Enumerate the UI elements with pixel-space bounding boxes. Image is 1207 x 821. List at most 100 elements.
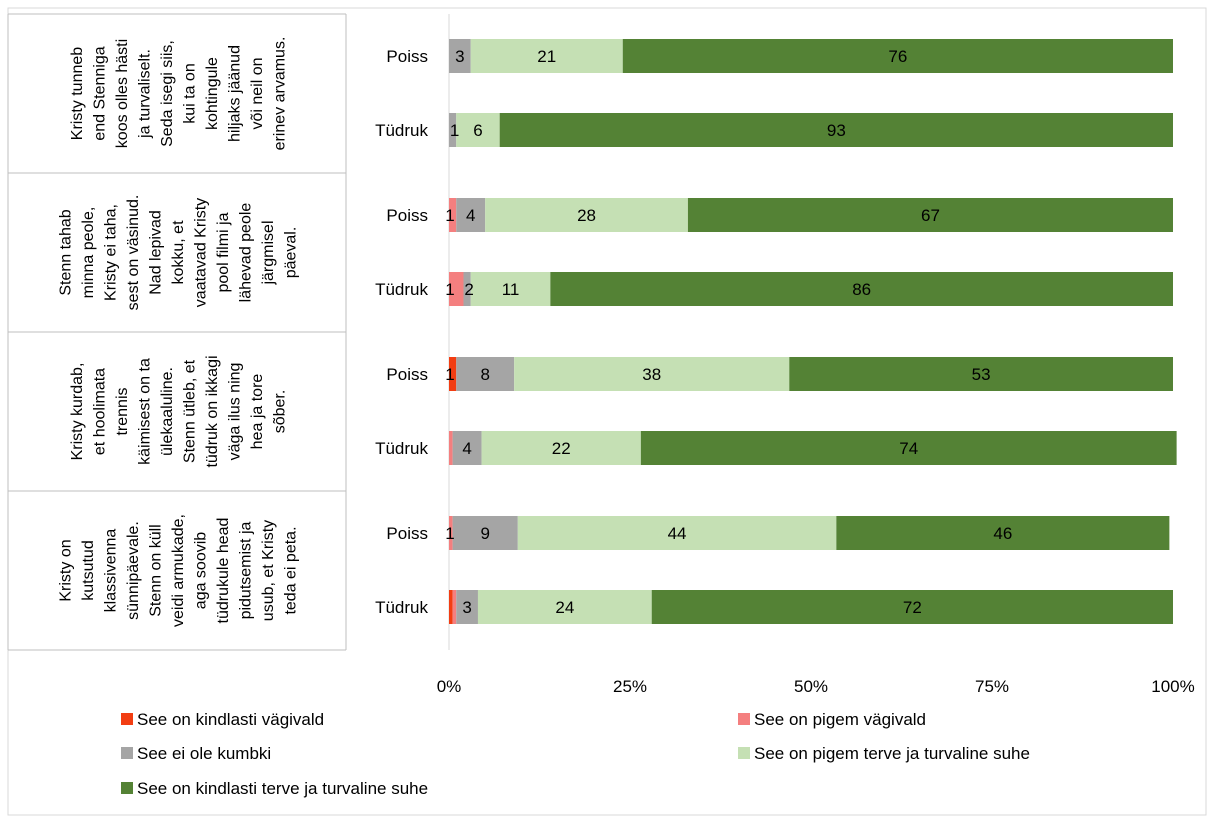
bar-segment (836, 516, 1170, 550)
group-label-line: aga soovib (193, 532, 210, 609)
group-label-line: kui ta on (181, 63, 198, 123)
bar-segment (651, 590, 1173, 624)
bar-segment (452, 590, 457, 624)
group-label-line: et hoolimata (91, 368, 108, 455)
group-label-line: koos olles hästi (114, 39, 131, 148)
legend-label: See on pigem vägivald (754, 710, 926, 729)
group-label-line: sünnipäevale. (125, 521, 142, 620)
group-label-line: päeval. (283, 227, 300, 279)
group-label-line: Stenn ütleb, et (181, 359, 198, 463)
row-label: Poiss (386, 206, 428, 225)
group-label-line: kutsutud (80, 540, 97, 600)
legend-swatch (738, 747, 750, 759)
row-label: Tüdruk (375, 598, 428, 617)
legend-label: See on kindlasti vägivald (137, 710, 324, 729)
bar-segment (687, 198, 1173, 232)
data-label: 21 (537, 47, 556, 66)
group-label-line: tüdrukule head (215, 518, 232, 624)
group-label-line: käimisest on ta (136, 358, 153, 465)
data-label: 9 (480, 524, 489, 543)
bar-segment (449, 39, 471, 73)
data-label: 44 (668, 524, 687, 543)
data-label: 8 (480, 365, 489, 384)
bar-segment (449, 113, 457, 147)
bar-segment (456, 198, 486, 232)
data-label: 76 (888, 47, 907, 66)
bar-segment (449, 516, 453, 550)
legend-swatch (121, 713, 133, 725)
group-label-line: teda ei peta. (283, 526, 300, 614)
data-label: 22 (552, 439, 571, 458)
data-label: 93 (827, 121, 846, 140)
data-label: 1 (445, 524, 454, 543)
data-label: 4 (466, 206, 475, 225)
row-label: Poiss (386, 365, 428, 384)
data-label: 28 (577, 206, 596, 225)
data-label: 72 (903, 598, 922, 617)
group-label-line: usub, et Kristy (260, 520, 277, 621)
group-label-line: veidi armukade, (170, 514, 187, 627)
data-label: 1 (445, 206, 454, 225)
bar-segment (499, 113, 1173, 147)
group-label-line: ja turvaliselt. (136, 49, 153, 139)
group-label-line: Kristy tunneb (69, 47, 86, 140)
group-label-line: sõber. (271, 390, 288, 434)
bar-segment (449, 431, 453, 465)
group-label-line: lähevad peole (238, 203, 255, 303)
bar-segment (517, 516, 837, 550)
row-label: Tüdruk (375, 121, 428, 140)
legend-label: See on pigem terve ja turvaline suhe (754, 744, 1030, 763)
group-label-line: kohtingule (204, 57, 221, 130)
bar-segment (477, 590, 652, 624)
data-label: 4 (462, 439, 471, 458)
group-label-line: erinev arvamus. (271, 37, 288, 151)
group-label-line: kokku, et (170, 220, 187, 285)
bar-segment (485, 198, 688, 232)
group-label-line: Kristy kurdab, (69, 363, 86, 461)
data-label: 24 (555, 598, 574, 617)
group-label-line: Seda isegi siis, (159, 40, 176, 147)
row-label: Poiss (386, 524, 428, 543)
data-label: 2 (464, 280, 473, 299)
bar-segment (456, 357, 515, 391)
data-label: 11 (502, 280, 520, 299)
bar-segment (449, 590, 453, 624)
data-label: 46 (993, 524, 1012, 543)
bar-segment (449, 198, 457, 232)
bar-segment (452, 516, 518, 550)
bar-segment (456, 590, 478, 624)
bar-segment (449, 272, 464, 306)
group-label-line: Nad lepivad (148, 210, 165, 295)
legend-label: See ei ole kumbki (137, 744, 271, 763)
bar-segment (449, 357, 457, 391)
group-label-line: pool filmi ja (215, 212, 232, 292)
data-label: 6 (473, 121, 482, 140)
data-label: 1 (450, 121, 459, 140)
data-label: 74 (899, 439, 918, 458)
bar-segment (470, 39, 623, 73)
group-label-line: või neil on (249, 57, 266, 129)
x-tick-label: 0% (437, 677, 462, 696)
legend-swatch (738, 713, 750, 725)
x-tick-label: 100% (1151, 677, 1194, 696)
bar-segment (463, 272, 471, 306)
row-label: Poiss (386, 47, 428, 66)
data-label: 1 (445, 365, 454, 384)
bar-segment (789, 357, 1173, 391)
row-label: Tüdruk (375, 280, 428, 299)
group-label-line: Stenn on küll (148, 524, 165, 617)
x-tick-label: 50% (794, 677, 828, 696)
group-label-line: Kristy ei taha, (103, 204, 120, 301)
group-label-line: minna peole, (80, 207, 97, 299)
bar-segment (456, 113, 500, 147)
group-label-line: Kristy on (58, 539, 75, 601)
legend-label: See on kindlasti terve ja turvaline suhe (137, 779, 428, 798)
legend-swatch (121, 747, 133, 759)
data-label: 1 (445, 280, 454, 299)
x-tick-label: 25% (613, 677, 647, 696)
bar-segment (481, 431, 641, 465)
row-label: Tüdruk (375, 439, 428, 458)
group-label-line: väga ilus ning (226, 363, 243, 461)
